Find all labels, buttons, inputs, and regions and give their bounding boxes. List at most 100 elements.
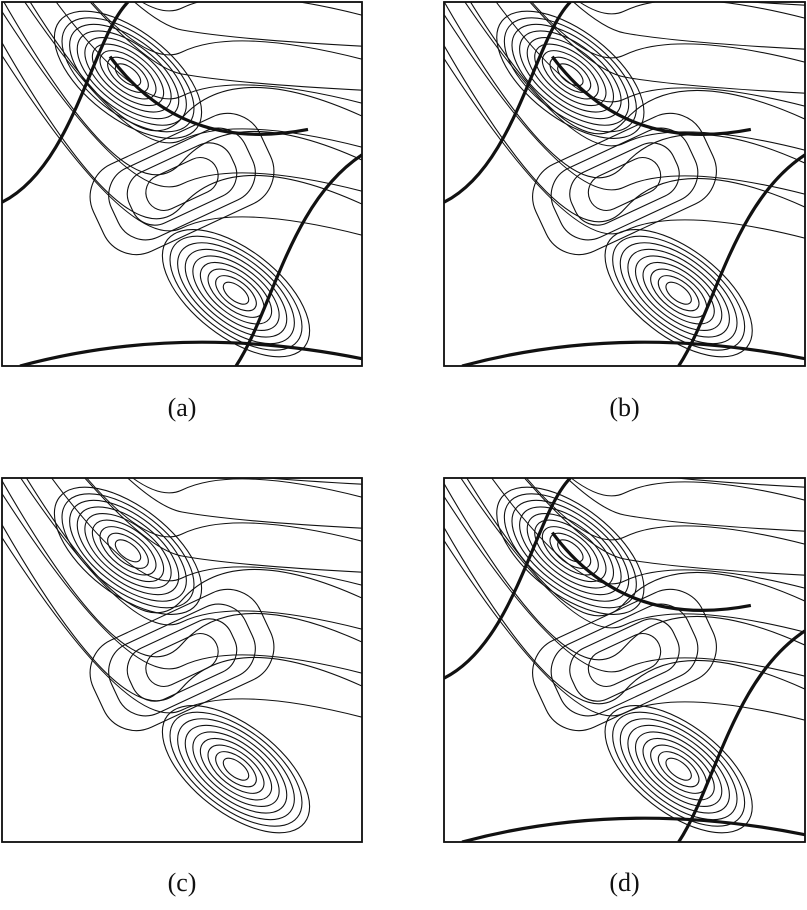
contour-line [529, 2, 805, 94]
contour-line [612, 711, 746, 827]
contour-line [627, 724, 730, 814]
contour-line [2, 10, 362, 192]
contour-line [126, 142, 238, 226]
contour-line [222, 757, 250, 781]
contour-line [89, 588, 275, 732]
contour-line [84, 512, 172, 589]
panel-frame [443, 1, 806, 367]
panel-border [443, 1, 806, 367]
contour-line [570, 478, 805, 501]
contour-line [107, 532, 149, 569]
contour-line [550, 603, 699, 717]
contour-line [532, 588, 717, 732]
shock-line [444, 2, 572, 204]
contour-line [261, 478, 362, 485]
contour-line [215, 275, 257, 312]
contour-line [91, 519, 165, 583]
contour-line [460, 478, 805, 633]
contour-line [466, 478, 805, 617]
contour-line [86, 478, 362, 542]
contour-line [619, 718, 738, 821]
contour-line [207, 744, 265, 794]
shock-line [461, 340, 805, 366]
contour-line [549, 56, 592, 93]
contour-line [2, 492, 362, 674]
contour-line [55, 2, 362, 104]
contour-line [126, 478, 362, 529]
contour-line [665, 757, 692, 781]
contour-line [444, 495, 805, 677]
contour-line [534, 519, 607, 583]
contour-line [53, 486, 203, 615]
contour-panel: (a) [1, 1, 363, 422]
panel-border [1, 477, 363, 843]
shock-line [108, 55, 309, 136]
contour-line [657, 275, 700, 312]
contour-line [642, 737, 715, 801]
contour-line [2, 479, 362, 658]
contour-panel: (b) [443, 1, 806, 422]
contour-line [199, 261, 273, 325]
contour-line [169, 711, 303, 827]
contour-line [550, 127, 699, 241]
contour-line [2, 536, 362, 718]
contour-line [634, 255, 723, 332]
contour-line [444, 526, 805, 705]
contour-line [145, 632, 219, 688]
contour-line [569, 142, 680, 226]
contour-line [496, 10, 645, 139]
contour-line [612, 235, 746, 351]
contour-line [177, 242, 295, 345]
panel-border [1, 1, 363, 367]
contour-line [192, 255, 280, 332]
contour-line [84, 478, 362, 573]
contour-line [131, 478, 362, 498]
contour-line [531, 2, 805, 63]
panel-label: (a) [168, 393, 197, 422]
shock-line [461, 816, 805, 842]
contour-panel: (c) [1, 477, 363, 897]
panel-label: (b) [609, 393, 639, 422]
contour-line [76, 30, 180, 120]
contour-line [161, 229, 311, 358]
contour-line [587, 156, 662, 212]
shock-line [444, 478, 572, 680]
contour-line [523, 478, 805, 576]
contour-line [672, 478, 805, 488]
contours [444, 478, 805, 842]
contour-line [161, 705, 311, 834]
contour-line [169, 235, 303, 351]
contour-line [108, 603, 256, 717]
contour-line [572, 2, 805, 50]
contour-line [642, 261, 715, 325]
contour-line [519, 506, 622, 596]
contour-line [657, 751, 700, 788]
contour-panel: (d) [443, 477, 806, 897]
contour-line [89, 112, 275, 256]
contour-line [51, 478, 362, 586]
contour-line [99, 50, 157, 100]
contour-line [526, 36, 615, 113]
contour-line [549, 532, 592, 569]
contour-line [444, 13, 805, 195]
contour-line [99, 526, 157, 576]
contour-line [634, 731, 723, 808]
contour-line [541, 526, 599, 576]
contours [444, 2, 805, 366]
contour-line [192, 731, 280, 808]
shock-line [2, 2, 130, 204]
contour-line [107, 56, 149, 93]
contour-line [627, 248, 730, 338]
contour-line [469, 2, 805, 135]
panel-label: (d) [609, 868, 639, 897]
contour-line [20, 478, 362, 630]
contour-line [566, 478, 805, 532]
shock-line [551, 55, 752, 136]
shock-line [551, 531, 752, 612]
shock-line [19, 340, 362, 366]
contour-line [578, 2, 805, 19]
contour-line [108, 127, 256, 241]
contour-line [526, 512, 615, 589]
